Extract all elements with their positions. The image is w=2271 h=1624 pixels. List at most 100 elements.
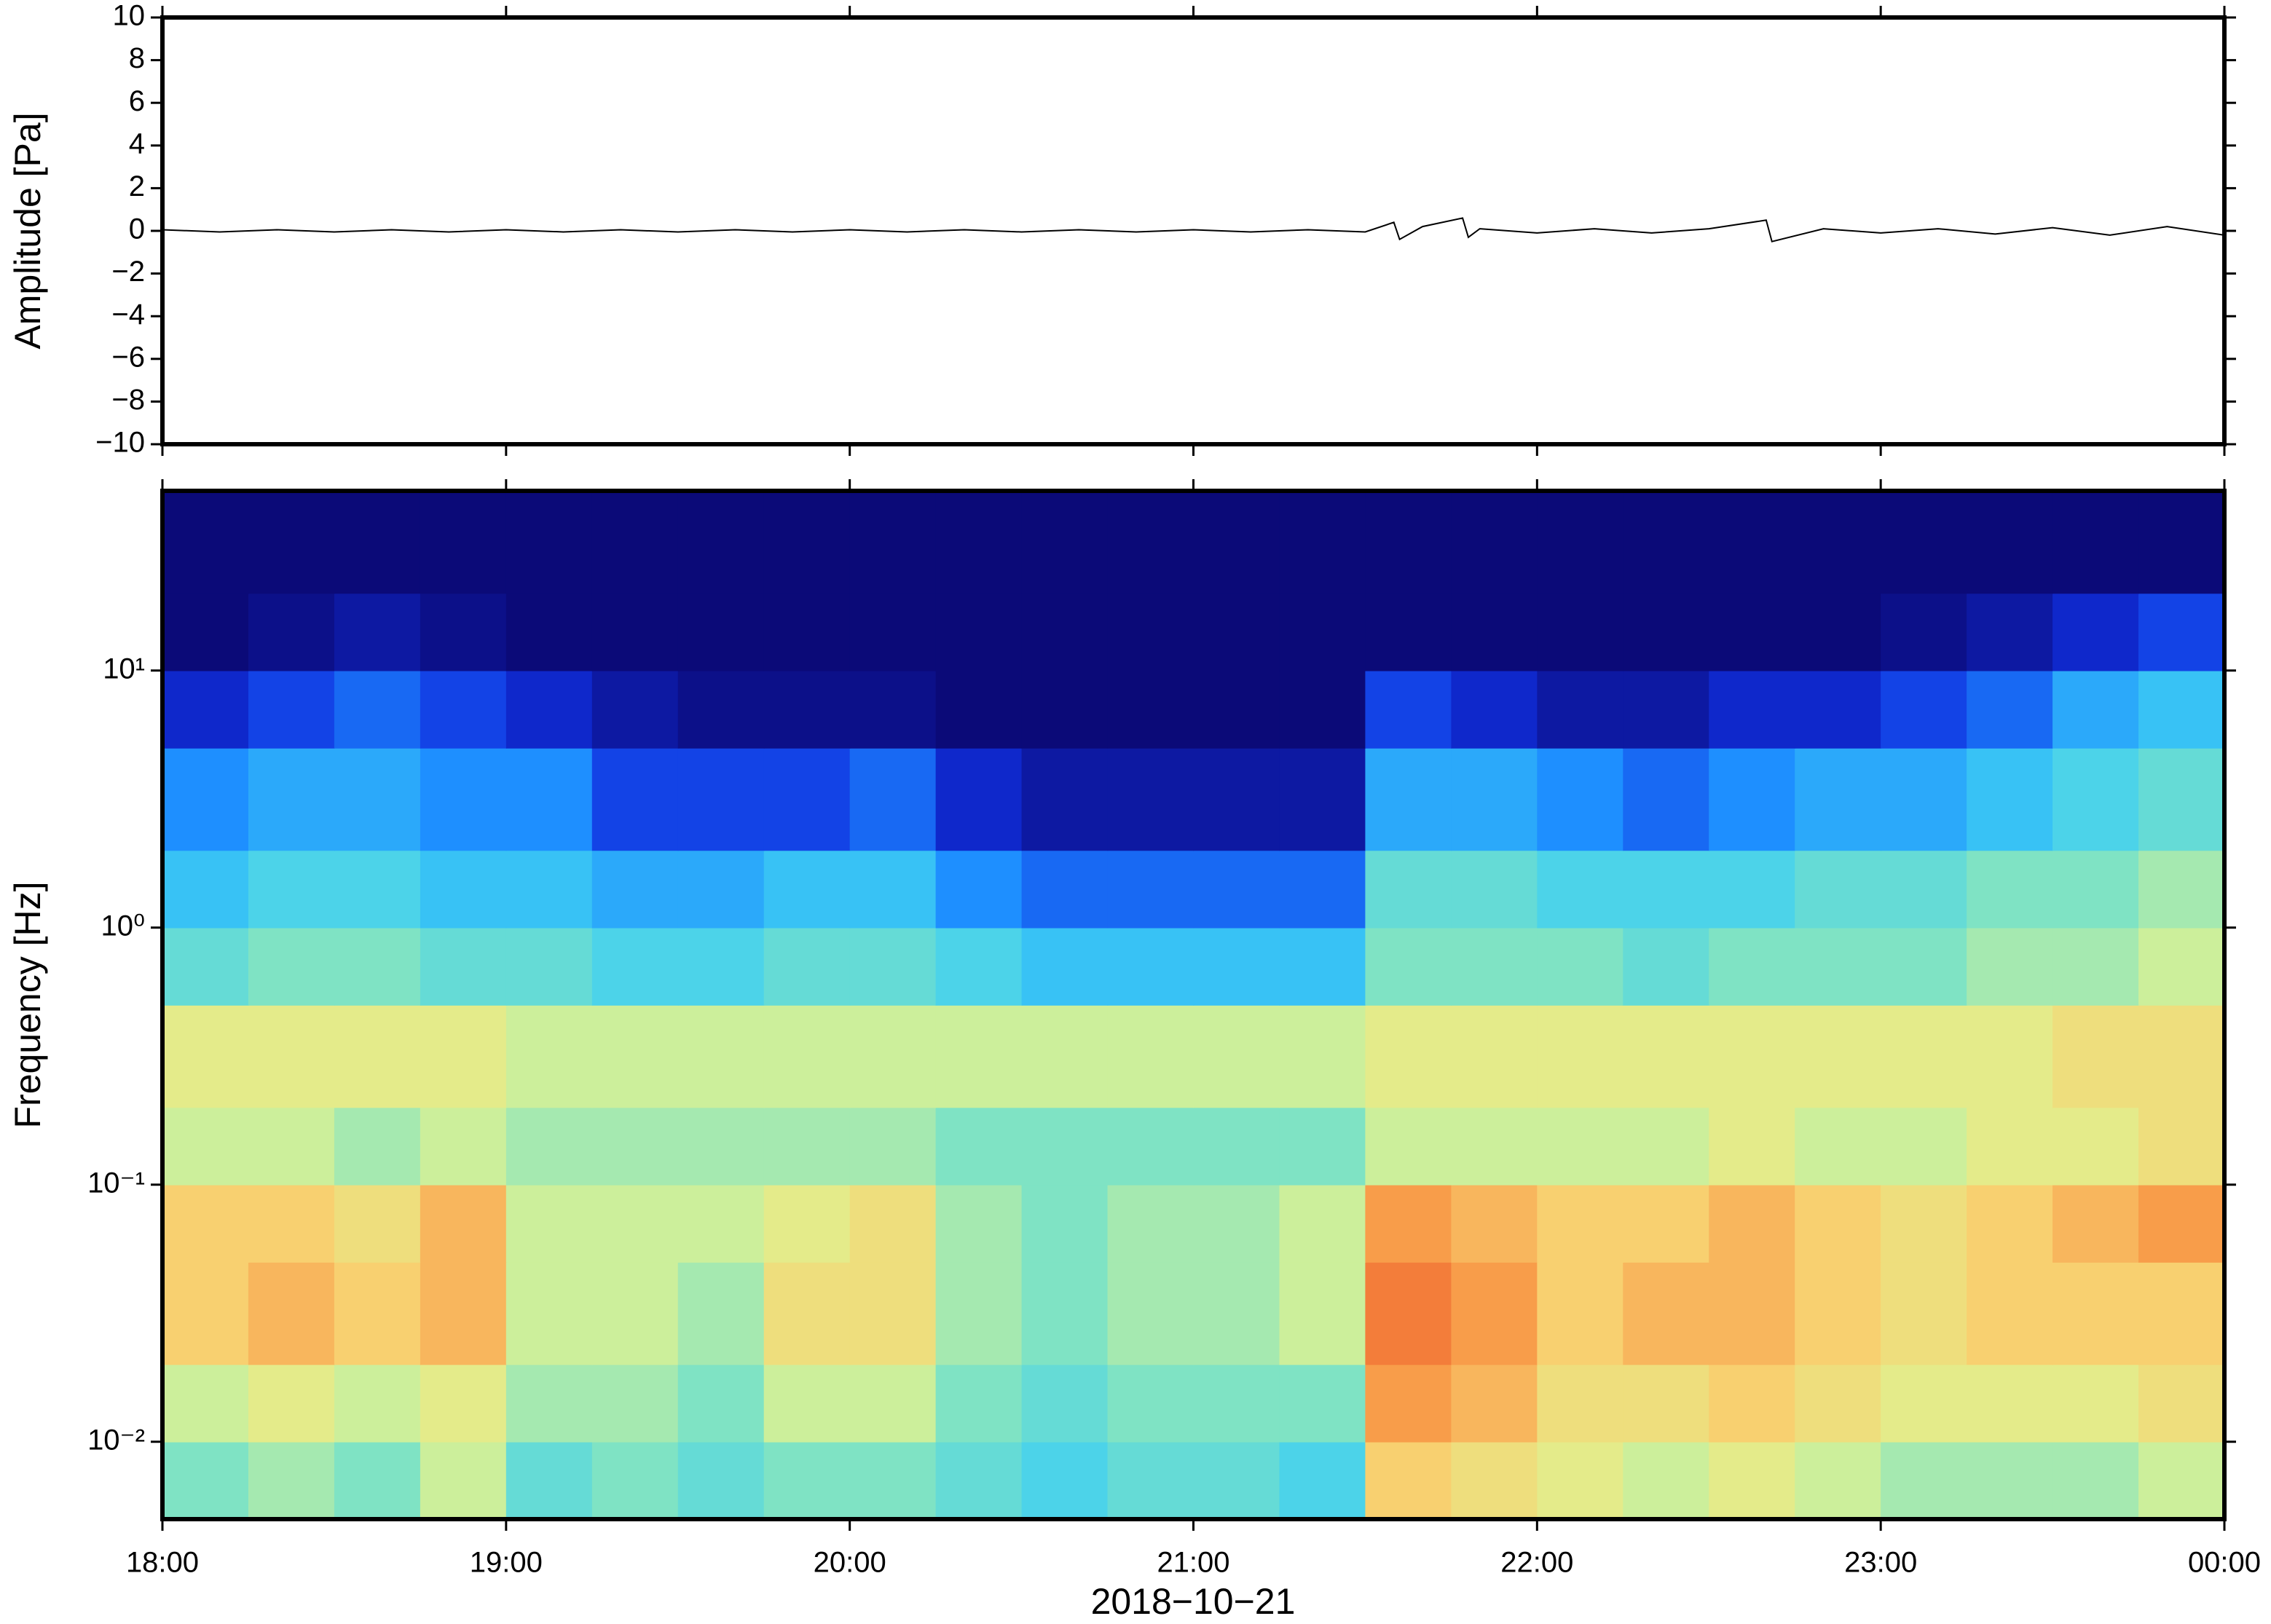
heatmap-cell [1107,491,1194,594]
heatmap-cell [334,927,421,1006]
heatmap-cell [1967,927,2053,1006]
heatmap-cell [677,850,765,929]
heatmap-cell [334,1262,421,1365]
heatmap-cell [1537,593,1624,671]
heatmap-cell [1709,850,1796,929]
heatmap-cell [1279,748,1366,851]
heatmap-cell [1451,1005,1538,1108]
heatmap-cell [1021,1262,1109,1365]
y-tick-label: 4 [129,127,145,159]
heatmap-cell [849,748,937,851]
heatmap-cell [763,1107,851,1186]
heatmap-cell [162,927,249,1006]
heatmap-cell [248,670,335,749]
heatmap-cell [1451,850,1538,929]
heatmap-cell [1623,850,1710,929]
heatmap-cell [334,1005,421,1108]
heatmap-cell [1623,1441,1710,1520]
heatmap-cell [1795,670,1881,749]
heatmap-cell [248,850,335,929]
heatmap-cell [1537,748,1624,851]
heatmap-cell [1021,927,1109,1006]
heatmap-cell [935,748,1023,851]
heatmap-cell [334,491,421,594]
x-tick-label: 23:00 [1844,1547,1917,1579]
heatmap-cell [1709,1107,1796,1186]
heatmap-cell [677,1005,765,1108]
heatmap-cell [849,593,937,671]
heatmap-cell [1623,1262,1710,1365]
heatmap-cell [2138,748,2225,851]
heatmap-cell [2052,1107,2139,1186]
heatmap-cell [2052,850,2139,929]
heatmap-cell [1193,491,1280,594]
heatmap-cell [420,1005,507,1108]
heatmap-cell [1709,593,1796,671]
heatmap-cell [2052,1184,2139,1263]
heatmap-cell [162,1107,249,1186]
heatmap-cell [2052,1441,2139,1520]
heatmap-cell [505,1262,593,1365]
heatmap-cell [1537,1364,1624,1443]
heatmap-cell [1709,1441,1796,1520]
heatmap-cell [420,593,507,671]
heatmap-cell [420,748,507,851]
heatmap-cell [1451,1184,1538,1263]
heatmap-cell [1881,1005,1967,1108]
x-tick-label: 19:00 [470,1547,543,1579]
heatmap-cell [505,1005,593,1108]
heatmap-cell [591,927,679,1006]
heatmap-cell [1451,1441,1538,1520]
heatmap-cell [1279,850,1366,929]
heatmap-cell [1623,1005,1710,1108]
heatmap-cell [1365,1262,1452,1365]
heatmap-cell [1107,1441,1194,1520]
heatmap-cell [763,1005,851,1108]
heatmap-cell [505,1107,593,1186]
heatmap-cell [677,593,765,671]
heatmap-cell [1881,491,1967,594]
heatmap-cell [1623,1364,1710,1443]
heatmap-cell [935,1262,1023,1365]
heatmap-cell [334,1107,421,1186]
heatmap-cell [1193,1441,1280,1520]
heatmap-cell [591,670,679,749]
heatmap-cell [334,1441,421,1520]
heatmap-cell [1451,1107,1538,1186]
x-tick-label: 21:00 [1157,1547,1229,1579]
heatmap-cell [849,1184,937,1263]
heatmap-cell [1709,927,1796,1006]
heatmap-cell [1021,1107,1109,1186]
heatmap-cell [1107,927,1194,1006]
heatmap-cell [1967,491,2053,594]
heatmap-cell [1795,593,1881,671]
heatmap-cell [1193,850,1280,929]
heatmap-cell [1709,1262,1796,1365]
heatmap-cell [1107,850,1194,929]
y-tick-label: −6 [111,341,145,373]
heatmap-cell [248,1184,335,1263]
heatmap-cell [1021,1441,1109,1520]
heatmap-cell [162,1005,249,1108]
heatmap-cell [1709,1184,1796,1263]
heatmap-cell [763,748,851,851]
heatmap-cell [849,1005,937,1108]
heatmap-cell [1967,1262,2053,1365]
y-tick-label: −8 [111,384,145,416]
heatmap-cell [1451,1364,1538,1443]
heatmap-cell [1279,1005,1366,1108]
heatmap-cell [1537,927,1624,1006]
heatmap-cell [1537,670,1624,749]
heatmap-cell [677,1441,765,1520]
heatmap-cell [1021,748,1109,851]
heatmap-cell [248,1364,335,1443]
heatmap-cell [2138,1005,2225,1108]
heatmap-cell [1279,670,1366,749]
heatmap-cell [1967,1107,2053,1186]
heatmap-cell [1365,1107,1452,1186]
heatmap-cell [591,1184,679,1263]
heatmap-cell [420,1364,507,1443]
heatmap-cell [935,491,1023,594]
heatmap-cell [1279,1107,1366,1186]
